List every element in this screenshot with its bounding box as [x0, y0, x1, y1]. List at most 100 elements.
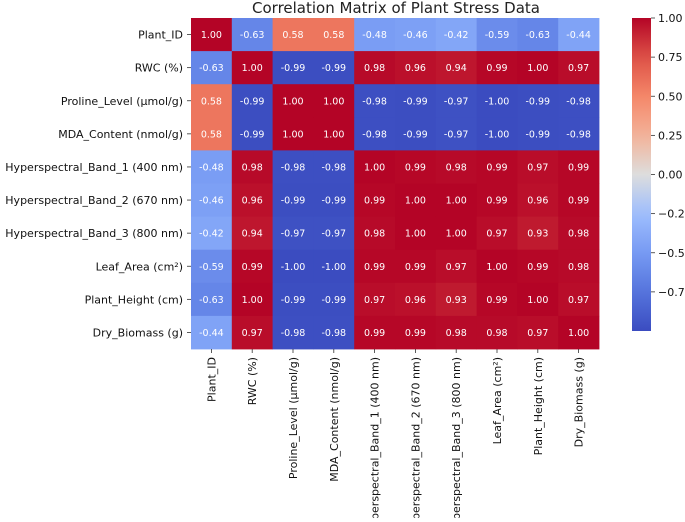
colorbar-tick-label: −0.25	[658, 208, 685, 221]
heatmap-cell	[435, 84, 477, 118]
heatmap-cell	[558, 183, 600, 217]
heatmap-cell-value: -0.59	[485, 30, 510, 41]
heatmap-cell	[517, 18, 559, 52]
heatmap-cell-value: 0.98	[364, 63, 385, 74]
heatmap-cell	[517, 117, 559, 151]
heatmap-cell-value: 1.00	[527, 295, 548, 306]
heatmap-cell-value: -0.63	[199, 63, 224, 74]
heatmap-cell	[272, 216, 314, 251]
heatmap-cell	[191, 183, 233, 217]
heatmap-cell-value: 0.99	[405, 262, 426, 273]
x-axis-tick-label: Dry_Biomass (g)	[573, 357, 586, 447]
heatmap-cell	[558, 150, 600, 184]
heatmap-cell-value: 1.00	[527, 63, 548, 74]
y-axis-tick-label: MDA_Content (nmol/g)	[58, 128, 183, 141]
heatmap-cell	[476, 315, 518, 350]
heatmap-cell	[231, 51, 273, 85]
heatmap-cell	[354, 216, 396, 251]
heatmap-cell	[313, 315, 355, 350]
colorbar-tick-label: −0.75	[658, 286, 685, 299]
y-axis-tick-label: Plant_Height (cm)	[85, 293, 183, 306]
colorbar-tick-label: −0.50	[658, 247, 685, 260]
heatmap-cell-value: -0.99	[281, 295, 306, 306]
heatmap-cell-value: -0.98	[281, 328, 306, 339]
heatmap-cell-value: 1.00	[568, 328, 589, 339]
heatmap-cell-value: 0.58	[282, 30, 303, 41]
heatmap-cell	[476, 84, 518, 118]
heatmap-cell	[476, 282, 518, 317]
heatmap-cell-value: 0.99	[486, 196, 507, 207]
heatmap-cell-value: 0.99	[568, 162, 589, 173]
y-axis-tick-labels: Plant_ID RWC (%) Proline_Level (µmol/g) MDA…	[5, 29, 191, 339]
heatmap-cell-value: -0.99	[403, 129, 428, 140]
heatmap-cell	[517, 84, 559, 118]
colorbar-tick-label: 0.00	[658, 169, 683, 182]
heatmap-cell-value: 1.00	[201, 30, 222, 41]
heatmap-cell-value: -0.63	[240, 30, 265, 41]
heatmap-cell-value: 0.94	[242, 229, 263, 240]
heatmap-cell	[191, 216, 233, 251]
heatmap-cell	[395, 117, 437, 151]
heatmap-cell	[476, 150, 518, 184]
heatmap-cell-value: 0.58	[201, 129, 222, 140]
heatmap-cell-value: -0.48	[362, 30, 387, 41]
heatmap-cell	[231, 18, 273, 52]
heatmap-cell-value: -0.46	[199, 196, 224, 207]
x-axis-tick-labels: Plant_ID RWC (%) Proline_Level (µmol/g) MDA…	[205, 349, 586, 522]
heatmap-cell-value: -0.46	[403, 30, 428, 41]
heatmap-cell	[435, 183, 477, 217]
heatmap-cell	[395, 216, 437, 251]
heatmap-cell	[395, 18, 437, 52]
heatmap-cell-value: -0.99	[322, 196, 347, 207]
heatmap-cell-value: -1.00	[485, 96, 510, 107]
heatmap-cell-value: 1.00	[446, 229, 467, 240]
colorbar-tick-label: 0.25	[658, 129, 683, 142]
heatmap-cell	[558, 216, 600, 251]
heatmap-cell-value: 0.99	[242, 262, 263, 273]
x-axis-tick-label: Proline_Level (µmol/g)	[287, 357, 300, 479]
heatmap-cell-value: -0.98	[566, 129, 591, 140]
heatmap-cell-value: 0.97	[486, 229, 507, 240]
heatmap-cell	[272, 18, 314, 52]
heatmap-cell-value: 1.00	[282, 96, 303, 107]
heatmap-cell	[395, 150, 437, 184]
colorbar: 1.00 0.75 0.50 0.25 0.00 −0.25 −0.50 −0.75	[632, 12, 685, 331]
x-axis-tick-label: Hyperspectral_Band_1 (400 nm)	[369, 357, 382, 518]
heatmap-cell-value: -0.99	[281, 196, 306, 207]
y-axis-tick-label: Plant_ID	[138, 29, 183, 42]
x-axis-tick-label: Plant_ID	[205, 357, 218, 402]
heatmap-cell	[191, 84, 233, 118]
heatmap-cell	[354, 51, 396, 85]
heatmap-cell-value: 0.96	[405, 63, 426, 74]
heatmap-cell-value: -0.97	[281, 229, 306, 240]
heatmap-cell	[272, 84, 314, 118]
heatmap-cell	[231, 282, 273, 317]
heatmap-cell	[517, 216, 559, 251]
heatmap-cell	[476, 117, 518, 151]
heatmap-cell	[558, 282, 600, 317]
heatmap-cells	[191, 18, 600, 350]
heatmap-cell-value: 1.00	[446, 196, 467, 207]
heatmap-cell-value: 0.99	[568, 196, 589, 207]
heatmap-cell-value: 0.99	[405, 162, 426, 173]
heatmap-cell	[354, 84, 396, 118]
heatmap-cell-value: -0.98	[566, 96, 591, 107]
x-axis-tick-label: Plant_Height (cm)	[532, 357, 545, 455]
heatmap-cell	[272, 315, 314, 350]
heatmap-cell	[191, 117, 233, 151]
heatmap-cell	[558, 249, 600, 284]
heatmap-cell	[272, 51, 314, 85]
heatmap-cell-value: 0.99	[405, 328, 426, 339]
heatmap-cell-value: -0.99	[526, 96, 551, 107]
heatmap-cell	[231, 249, 273, 284]
heatmap-cell	[191, 18, 233, 52]
heatmap-cell	[272, 150, 314, 184]
heatmap-cell-value: -0.99	[526, 129, 551, 140]
heatmap-cell	[558, 18, 600, 52]
heatmap-cell	[313, 117, 355, 151]
heatmap-cell	[558, 117, 600, 151]
heatmap-cell-value: -0.99	[240, 96, 265, 107]
heatmap-cell-value: 0.98	[568, 262, 589, 273]
heatmap-cell-value: 1.00	[486, 262, 507, 273]
